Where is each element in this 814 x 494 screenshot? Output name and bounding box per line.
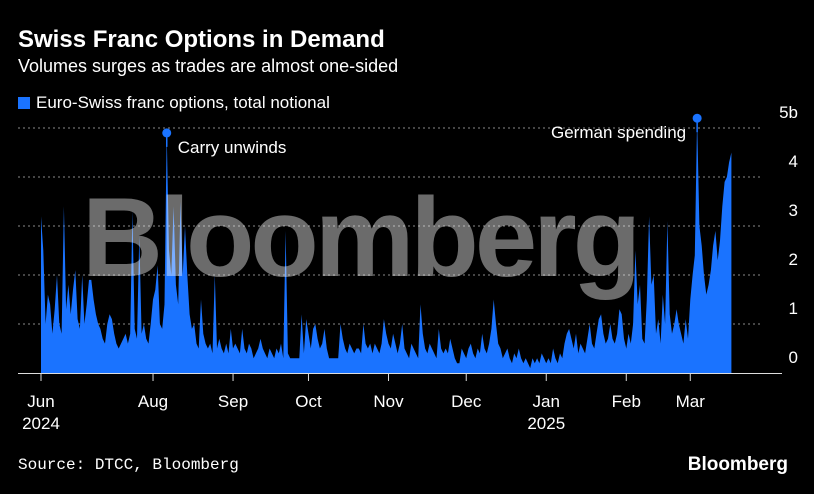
x-tick-label: Sep [218, 392, 248, 411]
legend: Euro-Swiss franc options, total notional [18, 93, 330, 113]
series-area [41, 118, 732, 373]
y-tick-label: 2 [789, 250, 798, 269]
x-tick-year-label: 2024 [22, 414, 60, 433]
annotation-marker [692, 113, 702, 123]
annotation-label: German spending [551, 123, 686, 142]
annotation-marker [162, 128, 172, 138]
y-tick-label: 4 [789, 152, 798, 171]
x-tick-label: Aug [138, 392, 168, 411]
x-tick-label: Jan [533, 392, 560, 411]
chart-subtitle: Volumes surges as trades are almost one-… [18, 56, 399, 76]
x-tick-label: Feb [612, 392, 641, 411]
legend-swatch [18, 97, 30, 109]
y-tick-label: 0 [789, 348, 798, 367]
chart-title: Swiss Franc Options in Demand [18, 26, 385, 53]
x-tick-label: Oct [295, 392, 322, 411]
source-note: Source: DTCC, Bloomberg [18, 456, 239, 474]
x-tick-label: Dec [451, 392, 482, 411]
legend-label: Euro-Swiss franc options, total notional [36, 93, 330, 112]
y-tick-label: 3 [789, 201, 798, 220]
brand-logo: Bloomberg [687, 454, 788, 475]
x-tick-label: Jun [27, 392, 54, 411]
x-tick-label: Mar [676, 392, 706, 411]
y-tick-label: 1 [789, 299, 798, 318]
watermark-text: Bloomberg [82, 175, 637, 300]
annotation-label: Carry unwinds [178, 138, 287, 157]
x-tick-year-label: 2025 [527, 414, 565, 433]
x-tick-label: Nov [373, 392, 404, 411]
y-tick-label: 5b [779, 103, 798, 122]
